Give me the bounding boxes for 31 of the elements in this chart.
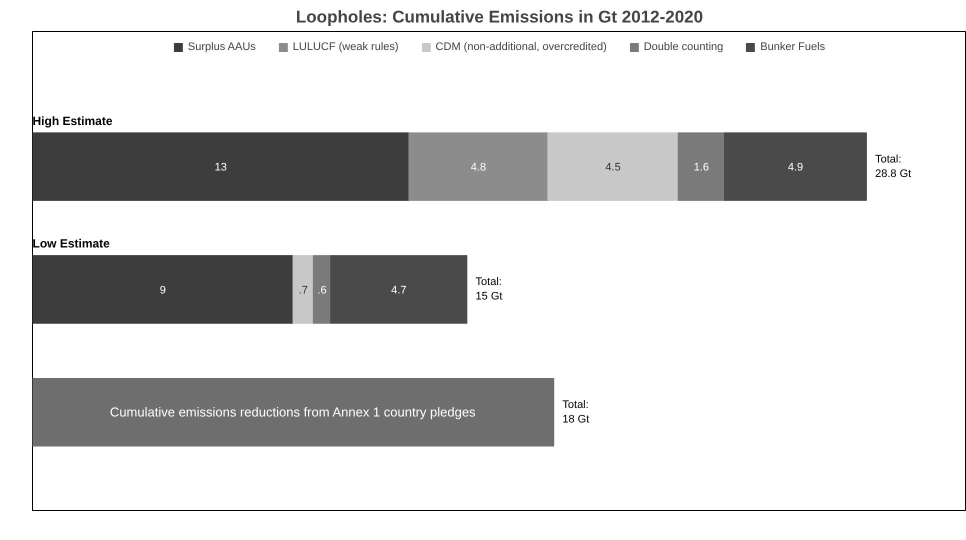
data-label: 4.9 xyxy=(788,162,804,174)
legend-label: CDM (non-additional, overcredited) xyxy=(436,41,607,53)
data-label: 4.8 xyxy=(470,162,486,174)
data-label: 4.5 xyxy=(605,162,621,174)
bar xyxy=(408,132,548,201)
legend-label: Surplus AAUs xyxy=(188,41,256,53)
bar xyxy=(547,132,679,201)
total-label: Total: 15 Gt xyxy=(476,276,502,303)
data-label: 13 xyxy=(214,162,227,174)
data-label: 9 xyxy=(160,284,166,296)
data-label: 1.6 xyxy=(694,162,710,174)
y-tick-label: High Estimate xyxy=(32,114,113,128)
bar xyxy=(678,132,726,201)
bar xyxy=(32,132,410,201)
bar xyxy=(32,255,294,324)
data-label: 4.7 xyxy=(391,284,406,296)
bar xyxy=(292,255,314,324)
bar xyxy=(32,378,554,447)
legend-label: Double counting xyxy=(644,41,724,53)
total-label: Total: 18 Gt xyxy=(562,399,590,426)
total-label: Total: 28.8 Gt xyxy=(875,153,912,180)
chart-title: Loopholes: Cumulative Emissions in Gt 2012-2020 xyxy=(296,8,704,26)
data-label: Cumulative emissions reductions from Annex 1 country pledges xyxy=(110,404,476,420)
legend-label: LULUCF (weak rules) xyxy=(292,41,399,53)
data-label: .6 xyxy=(317,284,327,296)
data-label: .7 xyxy=(298,284,308,296)
bar xyxy=(724,132,867,201)
y-tick-label: Low Estimate xyxy=(32,236,110,251)
bar xyxy=(330,255,468,324)
bar xyxy=(312,255,332,324)
legend-label: Bunker Fuels xyxy=(760,41,826,53)
